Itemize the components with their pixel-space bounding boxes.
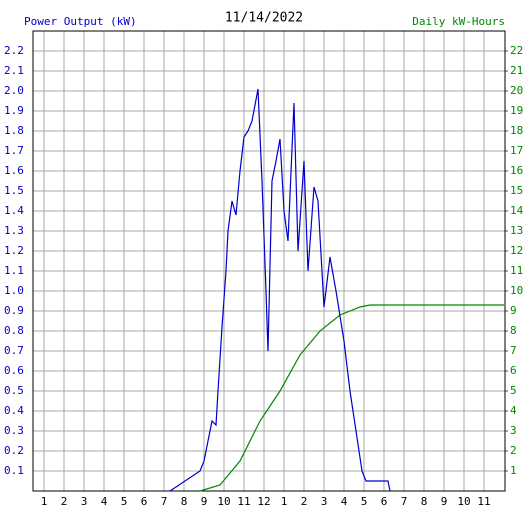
x-tick-label: 3 bbox=[81, 495, 88, 508]
y2-tick-label: 19 bbox=[510, 104, 523, 117]
y2-tick-label: 3 bbox=[510, 424, 517, 437]
series-line bbox=[199, 304, 504, 492]
y2-axis-label: Daily kW-Hours bbox=[412, 15, 505, 28]
y-tick-label: 1.0 bbox=[4, 284, 24, 297]
y2-tick-label: 9 bbox=[510, 304, 517, 317]
x-tick-label: 5 bbox=[121, 495, 128, 508]
y2-tick-label: 5 bbox=[510, 384, 517, 397]
y2-tick-label: 2 bbox=[510, 444, 517, 457]
x-tick-label: 1 bbox=[281, 495, 288, 508]
y-tick-label: 0.6 bbox=[4, 364, 24, 377]
y-tick-label: 2.1 bbox=[4, 64, 24, 77]
x-tick-label: 7 bbox=[401, 495, 408, 508]
x-tick-label: 3 bbox=[321, 495, 328, 508]
y-tick-label: 1.8 bbox=[4, 124, 24, 137]
y2-tick-label: 13 bbox=[510, 224, 523, 237]
y2-tick-label: 20 bbox=[510, 84, 523, 97]
y-tick-label: 0.2 bbox=[4, 444, 24, 457]
y-tick-label: 2.0 bbox=[4, 84, 24, 97]
x-tick-label: 10 bbox=[457, 495, 470, 508]
y2-tick-label: 16 bbox=[510, 164, 523, 177]
y-tick-label: 1.1 bbox=[4, 264, 24, 277]
y-tick-label: 0.5 bbox=[4, 384, 24, 397]
y-tick-label: 0.7 bbox=[4, 344, 24, 357]
x-tick-label: 11 bbox=[237, 495, 250, 508]
x-tick-label: 4 bbox=[101, 495, 108, 508]
y-tick-label: 1.7 bbox=[4, 144, 24, 157]
y2-tick-label: 8 bbox=[510, 324, 517, 337]
y-tick-label: 0.8 bbox=[4, 324, 24, 337]
x-tick-label: 10 bbox=[217, 495, 230, 508]
y2-tick-label: 22 bbox=[510, 44, 523, 57]
y2-tick-label: 21 bbox=[510, 64, 523, 77]
y-tick-label: 1.9 bbox=[4, 104, 24, 117]
x-tick-label: 8 bbox=[421, 495, 428, 508]
x-tick-label: 2 bbox=[61, 495, 68, 508]
x-tick-label: 9 bbox=[441, 495, 448, 508]
y-tick-label: 0.4 bbox=[4, 404, 24, 417]
y2-tick-label: 14 bbox=[510, 204, 524, 217]
x-tick-label: 12 bbox=[257, 495, 270, 508]
plot-frame bbox=[32, 30, 506, 492]
y2-tick-label: 12 bbox=[510, 244, 523, 257]
series-line bbox=[169, 88, 391, 492]
x-tick-label: 6 bbox=[381, 495, 388, 508]
x-tick-label: 5 bbox=[361, 495, 368, 508]
y2-tick-label: 4 bbox=[510, 404, 517, 417]
y2-tick-label: 15 bbox=[510, 184, 523, 197]
y-tick-label: 2.2 bbox=[4, 44, 24, 57]
y-tick-label: 1.3 bbox=[4, 224, 24, 237]
y-tick-label: 1.4 bbox=[4, 204, 24, 217]
y-tick-label: 0.9 bbox=[4, 304, 24, 317]
y2-tick-label: 6 bbox=[510, 364, 517, 377]
y-tick-label: 0.3 bbox=[4, 424, 24, 437]
x-tick-label: 8 bbox=[181, 495, 188, 508]
chart-title: 11/14/2022 bbox=[225, 11, 303, 26]
x-tick-label: 7 bbox=[161, 495, 168, 508]
y-tick-label: 0.1 bbox=[4, 464, 24, 477]
x-tick-label: 4 bbox=[341, 495, 348, 508]
y-tick-label: 1.6 bbox=[4, 164, 24, 177]
x-tick-label: 6 bbox=[141, 495, 148, 508]
x-tick-label: 2 bbox=[301, 495, 308, 508]
y2-tick-label: 10 bbox=[510, 284, 523, 297]
y2-tick-label: 1 bbox=[510, 464, 517, 477]
y2-tick-label: 18 bbox=[510, 124, 523, 137]
y-tick-label: 1.5 bbox=[4, 184, 24, 197]
y2-tick-label: 7 bbox=[510, 344, 517, 357]
y-axis-label: Power Output (kW) bbox=[24, 15, 137, 28]
x-tick-label: 1 bbox=[41, 495, 48, 508]
x-tick-label: 9 bbox=[201, 495, 208, 508]
y-tick-label: 1.2 bbox=[4, 244, 24, 257]
y2-tick-label: 17 bbox=[510, 144, 523, 157]
x-tick-label: 11 bbox=[477, 495, 490, 508]
y2-tick-label: 11 bbox=[510, 264, 523, 277]
